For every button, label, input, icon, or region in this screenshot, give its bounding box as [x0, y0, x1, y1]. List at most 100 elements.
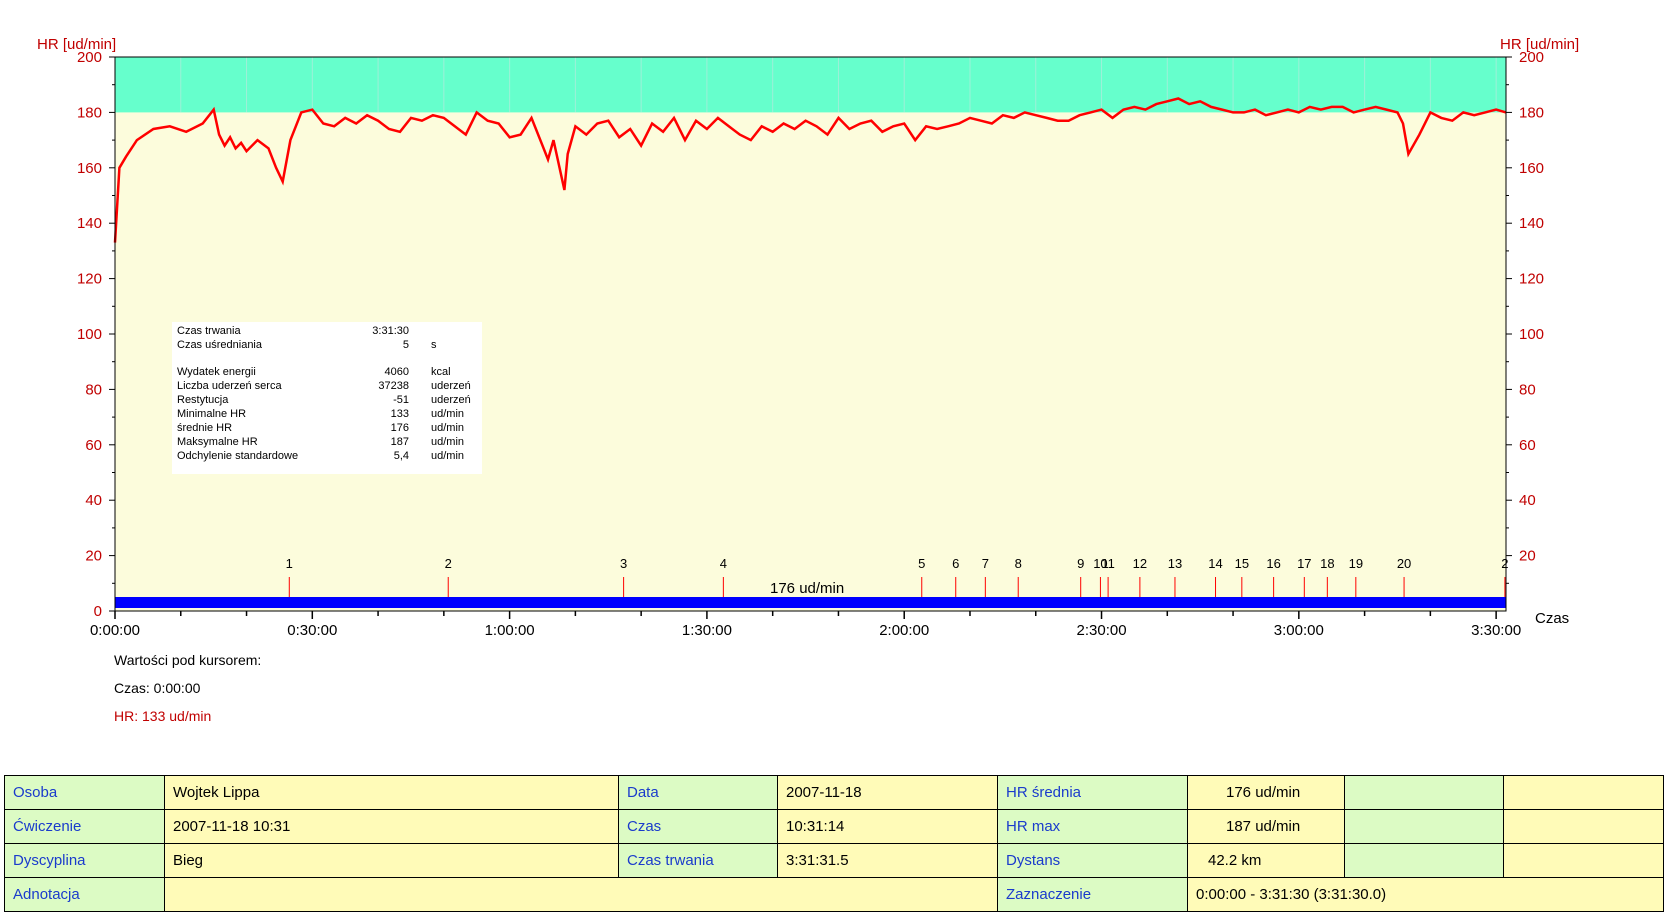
- y-tick-label-right: 200: [1519, 49, 1544, 66]
- stat-row: Restytucja -51 uderzeń: [177, 394, 477, 407]
- empty-cell: [1344, 809, 1504, 844]
- stat-value: 4060: [384, 366, 409, 378]
- label-zaznaczenie: Zaznaczenie: [997, 877, 1188, 912]
- cursor-hr-value: HR: 133 ud/min: [114, 708, 212, 724]
- lap-label: 16: [1266, 556, 1280, 571]
- average-hr-bar: [115, 597, 1506, 608]
- label-hr-srednia: HR średnia: [997, 775, 1188, 810]
- label-dyscyplina: Dyscyplina: [4, 843, 165, 878]
- value-data[interactable]: 2007-11-18: [777, 775, 998, 810]
- x-tick-label: 2:30:00: [1077, 622, 1127, 639]
- x-tick-label: 2:00:00: [879, 622, 929, 639]
- stat-row: Wydatek energii 4060 kcal: [177, 366, 477, 379]
- stat-label: średnie HR: [177, 422, 233, 434]
- y-tick-label-left: 120: [77, 271, 102, 288]
- info-row: Adnotacja Zaznaczenie 0:00:00 - 3:31:30 …: [4, 877, 1664, 912]
- value-hr-srednia: 176 ud/min: [1187, 775, 1345, 810]
- value-cwiczenie[interactable]: 2007-11-18 10:31: [164, 809, 619, 844]
- empty-cell: [1344, 775, 1504, 810]
- stat-unit: ud/min: [431, 436, 465, 448]
- y-axis-title-left: HR [ud/min]: [37, 36, 117, 53]
- y-tick-label-left: 40: [85, 492, 102, 509]
- summary-stats-box: Czas trwania 3:31:30 Czas uśredniania 5 …: [172, 322, 482, 474]
- y-tick-label-right: 60: [1519, 437, 1536, 454]
- lap-label: 8: [1015, 556, 1022, 571]
- info-row: Ćwiczenie 2007-11-18 10:31 Czas 10:31:14…: [4, 809, 1664, 844]
- stat-label: Minimalne HR: [177, 408, 247, 420]
- hr-series-line: [113, 97, 1507, 243]
- session-info-table: Osoba Wojtek Lippa Data 2007-11-18 HR śr…: [4, 775, 1664, 912]
- plot-frame: [114, 56, 1507, 612]
- value-hr-max: 187 ud/min: [1187, 809, 1345, 844]
- label-adnotacja: Adnotacja: [4, 877, 165, 912]
- stat-row: Odchylenie standardowe 5,4 ud/min: [177, 450, 477, 463]
- label-data: Data: [618, 775, 778, 810]
- empty-cell: [1503, 843, 1664, 878]
- y-tick-label-left: 0: [94, 603, 102, 620]
- y-tick-label-right: 180: [1519, 104, 1544, 121]
- x-tick-label: 1:30:00: [682, 622, 732, 639]
- empty-cell: [1503, 809, 1664, 844]
- lap-label: 11: [1101, 556, 1115, 571]
- lap-label: 9: [1077, 556, 1084, 571]
- stat-unit: uderzeń: [431, 394, 471, 406]
- y-tick-label-right: 100: [1519, 326, 1544, 343]
- stat-label: Wydatek energii: [177, 366, 256, 378]
- value-dystans[interactable]: 42.2 km: [1187, 843, 1345, 878]
- x-tick-label: 3:00:00: [1274, 622, 1324, 639]
- stat-label: Czas uśredniania: [177, 339, 262, 351]
- value-adnotacja[interactable]: [164, 877, 998, 912]
- lap-label: 13: [1168, 556, 1182, 571]
- label-czas: Czas: [618, 809, 778, 844]
- stat-value: 187: [390, 436, 409, 448]
- y-tick-label-left: 180: [77, 104, 102, 121]
- stat-row: Czas uśredniania 5 s: [177, 339, 477, 352]
- empty-cell: [1344, 843, 1504, 878]
- stat-label: Restytucja: [177, 394, 229, 406]
- stat-row: średnie HR 176 ud/min: [177, 422, 477, 435]
- stat-unit: s: [431, 339, 437, 351]
- cursor-time-value: Czas: 0:00:00: [114, 680, 201, 696]
- lap-label: 7: [982, 556, 989, 571]
- lap-label: 18: [1320, 556, 1334, 571]
- lap-label: 19: [1349, 556, 1363, 571]
- lap-label: 4: [720, 556, 727, 571]
- stat-value: 176: [390, 422, 409, 434]
- x-tick-label: 0:00:00: [90, 622, 140, 639]
- y-tick-label-left: 80: [85, 381, 102, 398]
- y-tick-label-right: 160: [1519, 160, 1544, 177]
- stat-label: Czas trwania: [177, 325, 241, 337]
- value-czas-trwania: 3:31:31.5: [777, 843, 998, 878]
- x-tick-label: 3:30:00: [1471, 622, 1521, 639]
- stat-value: 37238: [378, 380, 409, 392]
- cursor-values-title: Wartości pod kursorem:: [114, 652, 262, 668]
- lap-label: 17: [1297, 556, 1311, 571]
- y-tick-label-left: 60: [85, 437, 102, 454]
- stat-unit: ud/min: [431, 422, 465, 434]
- stat-value: 3:31:30: [372, 325, 409, 337]
- stat-unit: ud/min: [431, 450, 465, 462]
- lap-label: 2: [445, 556, 452, 571]
- y-tick-label-right: 80: [1519, 381, 1536, 398]
- label-hr-max: HR max: [997, 809, 1188, 844]
- stat-label: Maksymalne HR: [177, 436, 258, 448]
- empty-cell: [1503, 775, 1664, 810]
- stat-value: 133: [390, 408, 409, 420]
- lap-label: 20: [1397, 556, 1411, 571]
- value-osoba[interactable]: Wojtek Lippa: [164, 775, 619, 810]
- value-dyscyplina[interactable]: Bieg: [164, 843, 619, 878]
- value-czas[interactable]: 10:31:14: [777, 809, 998, 844]
- average-hr-label: 176 ud/min: [770, 580, 844, 597]
- stat-unit: uderzeń: [431, 380, 471, 392]
- y-tick-label-right: 140: [1519, 215, 1544, 232]
- target-zone-band: [115, 57, 1506, 113]
- stat-row: Liczba uderzeń serca 37238 uderzeń: [177, 380, 477, 393]
- label-czas-trwania: Czas trwania: [618, 843, 778, 878]
- lap-label: 3: [620, 556, 627, 571]
- lap-label: 10: [1093, 556, 1107, 571]
- x-tick-label: 1:00:00: [485, 622, 535, 639]
- info-row: Dyscyplina Bieg Czas trwania 3:31:31.5 D…: [4, 843, 1664, 878]
- stat-value: -51: [393, 394, 409, 406]
- y-tick-label-left: 200: [77, 49, 102, 66]
